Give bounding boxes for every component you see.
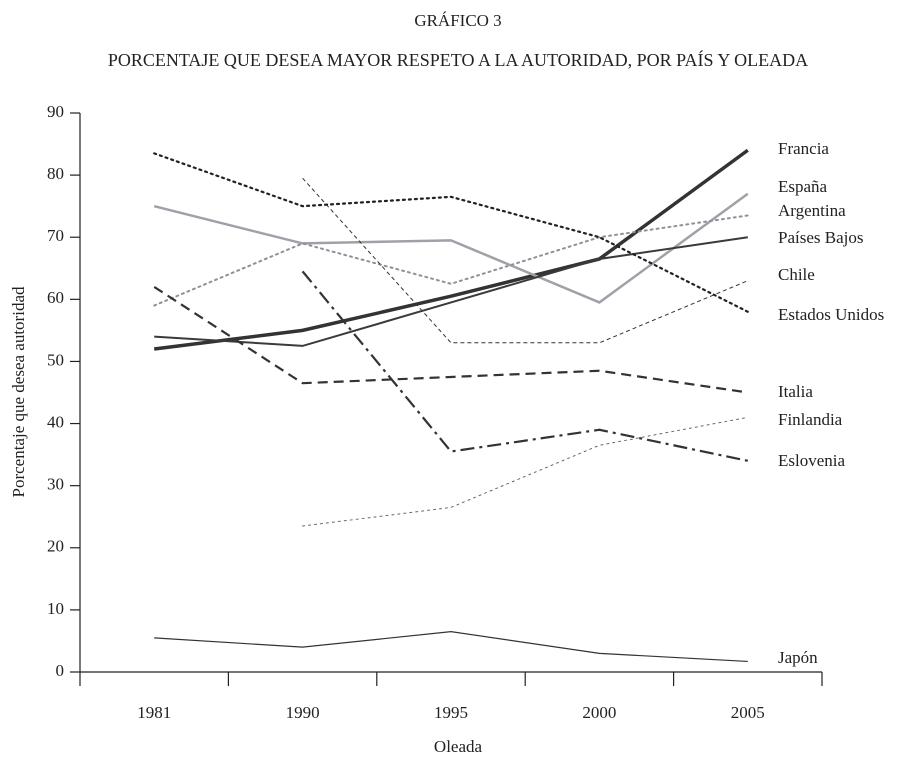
y-tick-label: 30 [47, 475, 64, 494]
legend-label: Eslovenia [778, 451, 845, 470]
y-tick-label: 60 [47, 288, 64, 307]
series-line [153, 192, 749, 304]
legend-label: Japón [778, 648, 818, 667]
series-line [154, 631, 748, 663]
x-tick-label: 1981 [137, 703, 171, 722]
series-line [153, 214, 749, 307]
series-line [153, 285, 748, 394]
x-tick-label: 2005 [731, 703, 765, 722]
y-tick-label: 90 [47, 102, 64, 121]
series-line [302, 177, 748, 344]
legend-label: Argentina [778, 201, 846, 220]
chart-title: GRÁFICO 3 [414, 11, 501, 30]
legend-label: Italia [778, 382, 813, 401]
y-axis-label: Porcentaje que desea autoridad [9, 286, 28, 497]
legend-label: Francia [778, 139, 829, 158]
x-tick-label: 1995 [434, 703, 468, 722]
x-tick-label: 1990 [286, 703, 320, 722]
legend-label: Países Bajos [778, 228, 863, 247]
y-tick-label: 10 [47, 599, 64, 618]
x-tick-label: 2000 [582, 703, 616, 722]
series-line [154, 236, 748, 347]
series-line [302, 416, 749, 527]
chart-subtitle: PORCENTAJE QUE DESEA MAYOR RESPETO A LA … [108, 49, 808, 70]
y-tick-label: 0 [56, 661, 65, 680]
legend-label: Estados Unidos [778, 305, 884, 324]
y-tick-label: 40 [47, 412, 64, 431]
legend-label: España [778, 177, 828, 196]
y-tick-label: 50 [47, 350, 64, 369]
series-line [153, 152, 749, 313]
x-axis-label: Oleada [434, 737, 483, 756]
y-tick-label: 70 [47, 226, 64, 245]
series-line [301, 270, 749, 462]
legend-label: Chile [778, 265, 815, 284]
y-tick-label: 80 [47, 164, 64, 183]
legend-label: Finlandia [778, 410, 843, 429]
series-line [153, 148, 749, 351]
y-tick-label: 20 [47, 537, 64, 556]
